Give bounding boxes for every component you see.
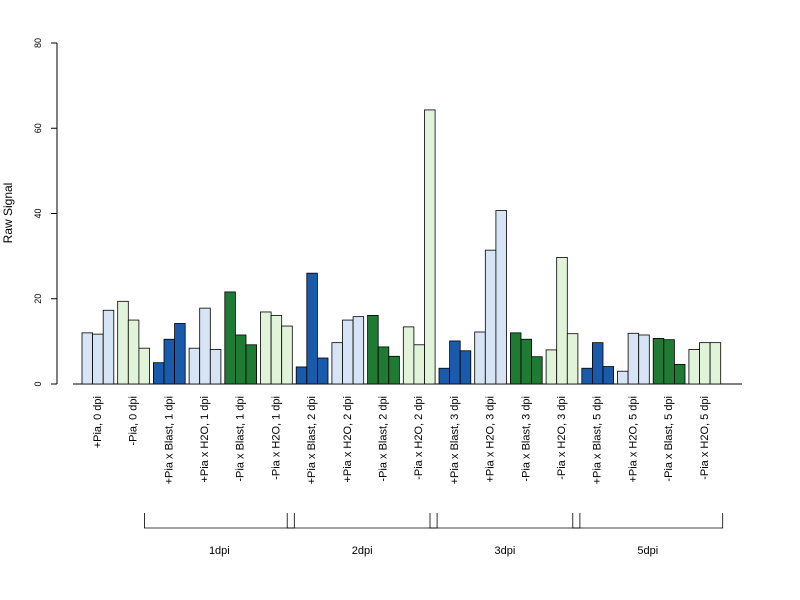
y-tick-label: 0: [33, 381, 43, 386]
bar: [663, 339, 675, 385]
bar: [138, 347, 150, 385]
x-tick-label: -Pia x H2O, 1 dpi: [270, 396, 282, 480]
group-bracket: [429, 513, 581, 529]
group-bracket: [286, 513, 438, 529]
bar: [556, 257, 568, 385]
bar: [316, 357, 329, 385]
x-tick-labels: +Pia, 0 dpi -Pia, 0 dpi +Pia x Blast, 1 dp…: [92, 396, 711, 484]
bar: [209, 349, 222, 385]
bar: [152, 362, 165, 385]
y-axis: 0 20 40 60 80: [33, 38, 58, 387]
bar: [413, 344, 425, 385]
bar: [377, 346, 390, 385]
group-bracket: [572, 513, 724, 529]
bar: [260, 311, 272, 385]
bar: [438, 367, 451, 385]
bar: [495, 210, 507, 385]
bar: [699, 342, 711, 385]
bar: [545, 349, 558, 385]
bar: [592, 342, 604, 385]
bar: [234, 334, 247, 385]
x-tick-label: -Pia x Blast, 2 dpi: [378, 396, 390, 482]
group-label: 1dpi: [209, 545, 230, 557]
x-tick-label: +Pia x H2O, 3 dpi: [485, 396, 497, 483]
bars: [81, 109, 722, 385]
bar: [531, 356, 543, 385]
x-tick-label: -Pia x Blast, 1 dpi: [235, 396, 247, 482]
bar: [509, 332, 522, 385]
y-tick-label: 80: [33, 38, 43, 48]
x-tick-label: -Pia x H2O, 5 dpi: [699, 396, 711, 480]
x-tick-label: +Pia x H2O, 2 dpi: [342, 396, 354, 483]
x-tick-label: +Pia x Blast, 5 dpi: [592, 396, 604, 484]
bar: [474, 331, 486, 385]
bar: [424, 109, 436, 385]
y-tick-label: 60: [33, 123, 43, 133]
bar: [449, 340, 461, 385]
bar: [81, 332, 94, 385]
bar: [602, 366, 615, 385]
bar: [638, 334, 650, 385]
bar: [331, 342, 343, 385]
group-bracket: [144, 513, 295, 529]
bar: [627, 332, 640, 385]
x-tick-label: -Pia, 0 dpi: [128, 396, 140, 446]
group-label: 2dpi: [352, 545, 373, 557]
bar: [117, 300, 129, 385]
x-tick-label: +Pia, 0 dpi: [92, 396, 104, 448]
bar: [581, 367, 593, 385]
bar: [520, 338, 533, 385]
x-tick-label: +Pia x H2O, 1 dpi: [199, 396, 211, 483]
bar: [224, 291, 236, 385]
bar: [127, 319, 140, 385]
bar: [459, 350, 472, 385]
group-label: 5dpi: [637, 545, 658, 557]
bar: [306, 272, 318, 385]
bar: [352, 316, 365, 385]
bar: [163, 338, 176, 385]
bar: [709, 342, 722, 385]
group-label: 3dpi: [495, 545, 516, 557]
bar: [688, 349, 700, 385]
bar: [102, 309, 115, 385]
bar: [281, 325, 293, 385]
y-axis-label: Raw Signal: [1, 183, 15, 244]
bar: [245, 344, 258, 385]
x-tick-label: +Pia x H2O, 5 dpi: [627, 396, 639, 483]
bar: [388, 355, 400, 385]
x-tick-label: -Pia x H2O, 2 dpi: [413, 396, 425, 480]
x-tick-label: -Pia x H2O, 3 dpi: [556, 396, 568, 480]
bar: [617, 370, 629, 385]
bar: [342, 319, 354, 385]
x-tick-label: +Pia x Blast, 1 dpi: [163, 396, 175, 484]
bar: [188, 347, 201, 385]
x-tick-label: -Pia x Blast, 5 dpi: [663, 396, 675, 482]
bar: [484, 249, 497, 385]
bar: [402, 326, 415, 385]
bar: [674, 363, 686, 385]
bar: [566, 333, 579, 385]
bar: [174, 323, 186, 385]
bar: [199, 307, 211, 385]
y-tick-label: 20: [33, 294, 43, 304]
x-tick-label: -Pia x Blast, 3 dpi: [520, 396, 532, 482]
y-tick-label: 40: [33, 208, 43, 218]
x-tick-label: +Pia x Blast, 2 dpi: [306, 396, 318, 484]
dpi-group-brackets: 1dpi 2dpi 3dpi 5dpi: [144, 513, 724, 557]
bar: [367, 314, 379, 385]
x-tick-label: +Pia x Blast, 3 dpi: [449, 396, 461, 484]
bar: [270, 314, 283, 385]
bar: [295, 366, 308, 385]
bar: [92, 333, 104, 385]
bar: [652, 337, 665, 385]
